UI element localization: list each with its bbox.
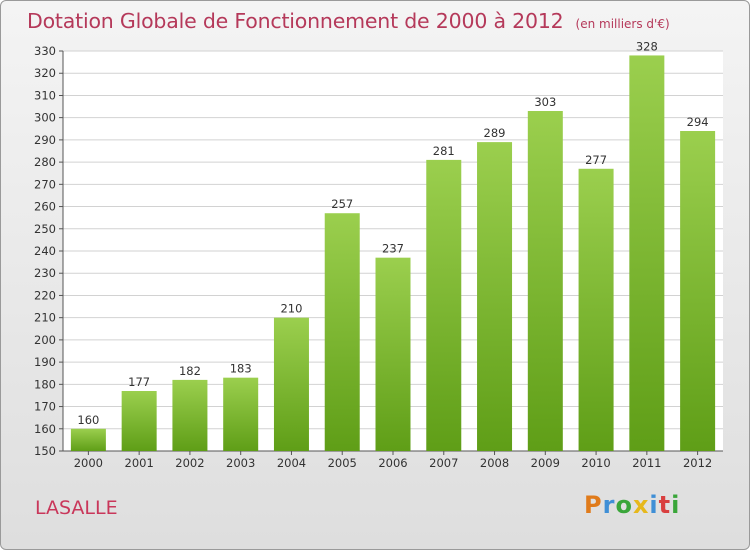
chart-title: Dotation Globale de Fonctionnement de 20… <box>27 9 564 33</box>
y-tick-label: 180 <box>34 377 56 391</box>
bar <box>223 377 259 451</box>
x-tick-label: 2010 <box>581 456 610 470</box>
bar <box>324 213 360 451</box>
y-tick-label: 220 <box>34 288 56 302</box>
value-label: 289 <box>484 126 506 140</box>
x-tick-label: 2007 <box>429 456 458 470</box>
value-label: 328 <box>636 39 658 53</box>
y-tick-label: 210 <box>34 311 56 325</box>
x-tick-label: 2003 <box>226 456 255 470</box>
y-tick-label: 170 <box>34 400 56 414</box>
chart-subtitle: (en milliers d'€) <box>575 17 670 31</box>
logo-letter: P <box>584 491 603 519</box>
logo-letter: r <box>602 491 616 519</box>
y-tick-label: 160 <box>34 422 56 436</box>
x-tick-label: 2011 <box>632 456 661 470</box>
bar <box>375 257 411 451</box>
value-label: 183 <box>230 362 252 376</box>
y-tick-label: 310 <box>34 88 56 102</box>
value-label: 160 <box>77 413 99 427</box>
y-tick-label: 330 <box>34 44 56 58</box>
proxiti-logo[interactable]: Proxiti <box>584 491 680 519</box>
y-tick-label: 150 <box>34 444 56 458</box>
x-tick-label: 2012 <box>683 456 712 470</box>
x-tick-label: 2001 <box>125 456 154 470</box>
bar <box>172 379 208 451</box>
logo-letter: x <box>632 491 650 519</box>
value-label: 257 <box>331 197 353 211</box>
y-tick-label: 230 <box>34 266 56 280</box>
value-label: 177 <box>128 375 150 389</box>
value-label: 281 <box>433 144 455 158</box>
x-tick-label: 2009 <box>531 456 560 470</box>
value-label: 303 <box>534 95 556 109</box>
value-label: 237 <box>382 242 404 256</box>
bar <box>477 142 513 451</box>
value-label: 182 <box>179 364 201 378</box>
bar <box>527 111 563 451</box>
bar <box>273 317 309 451</box>
bar <box>70 428 106 451</box>
y-tick-label: 250 <box>34 222 56 236</box>
title-row: Dotation Globale de Fonctionnement de 20… <box>27 9 670 33</box>
value-label: 210 <box>280 302 302 316</box>
y-tick-label: 190 <box>34 355 56 369</box>
x-tick-label: 2000 <box>74 456 103 470</box>
y-tick-label: 320 <box>34 66 56 80</box>
x-tick-label: 2005 <box>328 456 357 470</box>
bar <box>578 168 614 451</box>
x-tick-label: 2006 <box>378 456 407 470</box>
logo-letter: i <box>671 491 681 519</box>
y-tick-label: 240 <box>34 244 56 258</box>
y-tick-label: 290 <box>34 133 56 147</box>
bar <box>121 391 157 451</box>
value-label: 294 <box>687 115 709 129</box>
logo-letter: o <box>615 491 633 519</box>
logo-letter: i <box>649 491 659 519</box>
y-tick-label: 260 <box>34 200 56 214</box>
bar <box>629 55 665 451</box>
y-tick-label: 300 <box>34 111 56 125</box>
y-tick-label: 280 <box>34 155 56 169</box>
commune-name: LASALLE <box>35 497 118 519</box>
x-tick-label: 2004 <box>277 456 306 470</box>
y-tick-label: 270 <box>34 177 56 191</box>
y-tick-label: 200 <box>34 333 56 347</box>
bar <box>680 131 716 451</box>
x-tick-label: 2008 <box>480 456 509 470</box>
value-label: 277 <box>585 153 607 167</box>
logo-letter: t <box>658 491 672 519</box>
bar <box>426 159 462 451</box>
x-tick-label: 2002 <box>175 456 204 470</box>
